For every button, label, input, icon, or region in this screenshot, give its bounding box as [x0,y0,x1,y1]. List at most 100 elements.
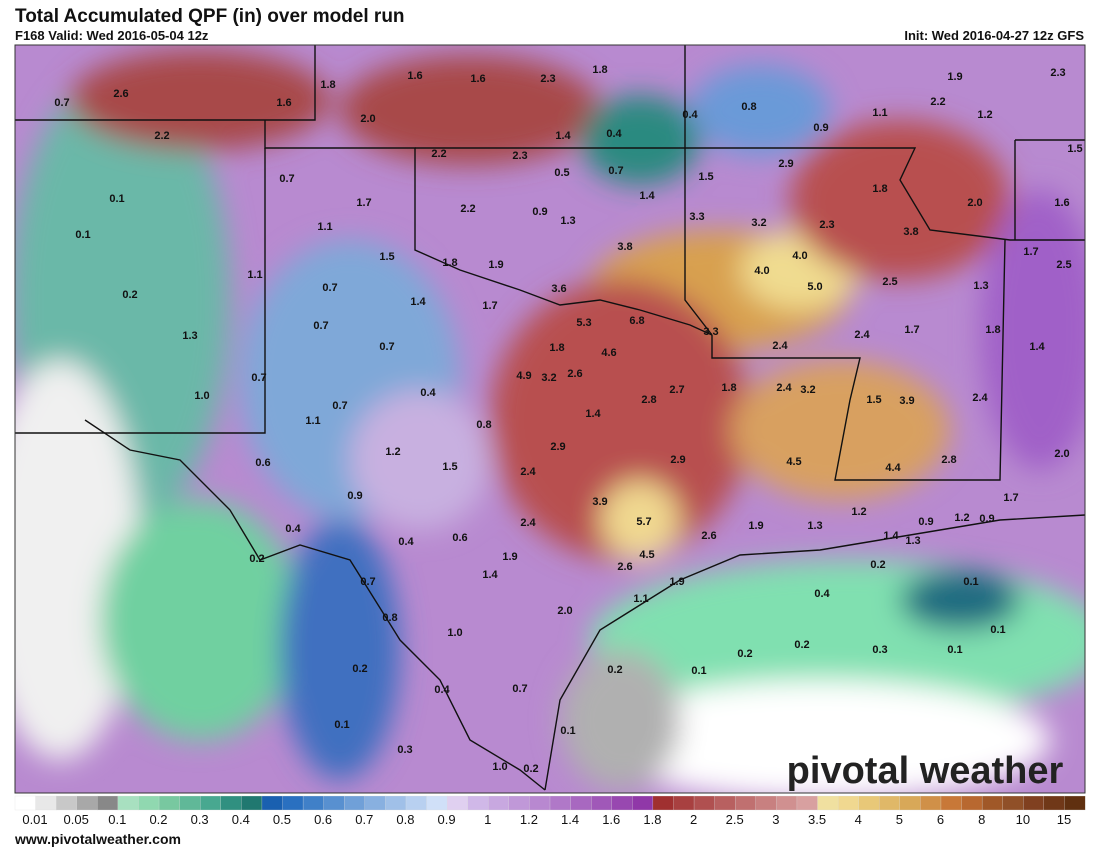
colorbar-swatch [1023,795,1045,811]
colorbar-swatch [426,795,448,811]
colorbar-swatch [282,795,304,811]
colorbar-swatch [858,795,880,811]
colorbar-label: 0.3 [191,812,209,827]
precip-label: 2.3 [1050,67,1065,79]
precip-label: 1.8 [721,382,736,394]
precip-label: 1.2 [851,506,866,518]
init-time: Init: Wed 2016-04-27 12z GFS [904,28,1084,43]
precip-label: 1.0 [194,390,209,402]
precip-label: 0.5 [554,167,569,179]
colorbar-label: 10 [1016,812,1030,827]
precip-label: 0.6 [452,532,467,544]
precip-label: 2.0 [1054,448,1069,460]
precip-label: 1.1 [872,107,887,119]
precip-label: 0.1 [691,665,706,677]
precip-label: 2.3 [819,219,834,231]
colorbar-swatch [117,795,139,811]
colorbar-label: 0.05 [64,812,89,827]
colorbar-swatch [879,795,901,811]
precip-label: 1.7 [482,300,497,312]
colorbar-label: 6 [937,812,944,827]
colorbar-swatch [344,795,366,811]
colorbar-swatch [981,795,1004,811]
precip-label: 1.9 [669,576,684,588]
precip-label: 2.9 [670,454,685,466]
precip-label: 1.6 [470,73,485,85]
precip-label: 1.9 [748,520,763,532]
precip-label: 0.7 [313,320,328,332]
colorbar-swatch [755,795,777,811]
precip-label: 0.9 [918,516,933,528]
precip-label: 2.4 [772,340,788,352]
colorbar-swatch [776,795,798,811]
colorbar-label: 2.5 [726,812,744,827]
colorbar-swatch [837,795,860,811]
precip-label: 4.0 [754,265,769,277]
precip-label: 1.1 [633,593,648,605]
precip-label: 0.1 [947,644,962,656]
precip-label: 1.3 [182,330,197,342]
colorbar-swatch [817,795,839,811]
precip-label: 4.9 [516,370,531,382]
colorbar-swatch [405,795,427,811]
precip-label: 2.6 [617,561,632,573]
colorbar-label: 1.6 [602,812,620,827]
precip-label: 0.7 [379,341,394,353]
colorbar-label: 0.8 [396,812,414,827]
precip-label: 3.9 [592,496,607,508]
precip-label: 2.4 [776,382,792,394]
precip-label: 1.8 [872,183,887,195]
precip-label: 0.2 [794,639,809,651]
precip-label: 2.2 [154,130,169,142]
precip-label: 0.7 [279,173,294,185]
colorbar-swatch [611,795,633,811]
precip-label: 0.8 [476,419,491,431]
precip-label: 3.3 [703,326,718,338]
precip-label: 1.2 [954,512,969,524]
colorbar-swatch [508,795,530,811]
precip-label: 3.3 [689,211,704,223]
precip-label: 2.2 [930,96,945,108]
colorbar-label: 0.4 [232,812,250,827]
precip-label: 0.6 [255,457,270,469]
precip-label: 1.8 [592,64,607,76]
colorbar-swatch [529,795,551,811]
colorbar-swatch [673,795,695,811]
colorbar-swatch [1043,795,1065,811]
colorbar-swatch [385,795,407,811]
colorbar-label: 0.1 [108,812,126,827]
colorbar-swatch [570,795,592,811]
precip-label: 0.9 [813,122,828,134]
precip-label: 2.5 [882,276,897,288]
colorbar-swatch [241,795,263,811]
precip-label: 2.9 [550,441,565,453]
precip-label: 0.4 [682,109,698,121]
precip-label: 2.4 [972,392,988,404]
precip-label: 1.0 [447,627,462,639]
precip-label: 2.8 [941,454,956,466]
precip-label: 2.0 [360,113,375,125]
precip-label: 4.0 [792,250,807,262]
precip-label: 1.7 [1023,246,1038,258]
precip-label: 0.7 [360,576,375,588]
colorbar-swatch [591,795,613,811]
precip-label: 2.3 [540,73,555,85]
precip-label: 1.4 [410,296,426,308]
precip-label: 0.1 [990,624,1005,636]
precip-label: 1.6 [276,97,291,109]
precip-label: 0.7 [608,165,623,177]
precip-label: 1.7 [1003,492,1018,504]
colorbar-swatch [364,795,386,811]
precip-label: 3.8 [903,226,918,238]
precip-label: 2.3 [512,150,527,162]
precip-label: 0.1 [560,725,575,737]
colorbar-swatch [899,795,921,811]
precip-label: 1.8 [442,257,457,269]
precip-label: 1.5 [1067,143,1082,155]
precip-label: 1.9 [947,71,962,83]
precip-label: 1.4 [639,190,655,202]
colorbar-swatch [1064,795,1086,811]
colorbar-swatch [714,795,736,811]
colorbar-swatch [652,795,674,811]
colorbar-swatch [302,795,325,811]
